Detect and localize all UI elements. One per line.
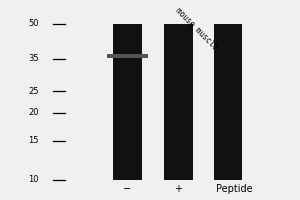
Text: 35: 35 — [28, 54, 39, 63]
Bar — [214, 24, 242, 180]
Bar — [107, 54, 148, 58]
Text: 10: 10 — [28, 176, 39, 184]
Bar — [164, 24, 193, 180]
Text: 50: 50 — [28, 20, 39, 28]
Text: 25: 25 — [28, 87, 39, 96]
Text: 20: 20 — [28, 108, 39, 117]
Text: mouse muscle: mouse muscle — [174, 6, 219, 52]
Text: +: + — [175, 184, 182, 194]
Text: −: − — [123, 184, 132, 194]
Text: Peptide: Peptide — [216, 184, 253, 194]
Bar — [113, 24, 142, 180]
Text: 15: 15 — [28, 136, 39, 145]
